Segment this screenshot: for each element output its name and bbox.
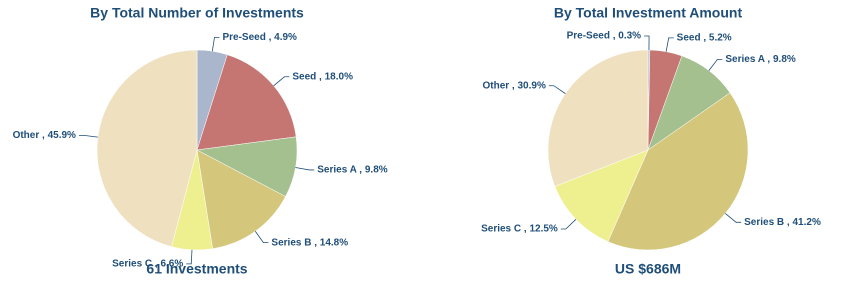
leader-line: [211, 36, 220, 52]
chart-footer: 61 Investments: [146, 261, 247, 277]
pie-slice: [96, 49, 198, 248]
leader-line: [186, 249, 193, 265]
chart-title: By Total Number of Investments: [90, 5, 304, 21]
data-label: Series C , 6.6%: [112, 258, 183, 269]
pie-slice: [196, 149, 286, 250]
leader-line: [295, 167, 315, 171]
chart-footer: US $686M: [615, 261, 681, 277]
leader-line: [725, 213, 742, 223]
leader-line: [644, 35, 650, 51]
data-label: Other , 30.9%: [482, 80, 545, 91]
leader-line: [273, 76, 290, 87]
leader-line: [548, 85, 566, 94]
data-label: Seed , 5.2%: [677, 33, 732, 44]
data-label: Series B , 14.8%: [271, 237, 348, 248]
data-label: Pre-Seed , 0.3%: [567, 31, 642, 42]
data-label: Series C , 12.5%: [481, 224, 558, 235]
data-label: Series A , 9.8%: [725, 54, 796, 65]
data-label: Other , 45.9%: [13, 130, 76, 141]
data-label: Series B , 41.2%: [744, 217, 821, 228]
leader-line: [665, 37, 674, 52]
chart-title: By Total Investment Amount: [554, 5, 743, 21]
leader-line: [254, 231, 269, 244]
leader-line: [78, 134, 98, 138]
data-label: Seed , 18.0%: [292, 71, 353, 82]
leader-line: [708, 59, 723, 71]
data-label: Series A , 9.8%: [317, 165, 388, 176]
data-label: Pre-Seed , 4.9%: [222, 32, 297, 43]
leader-line: [560, 219, 577, 230]
